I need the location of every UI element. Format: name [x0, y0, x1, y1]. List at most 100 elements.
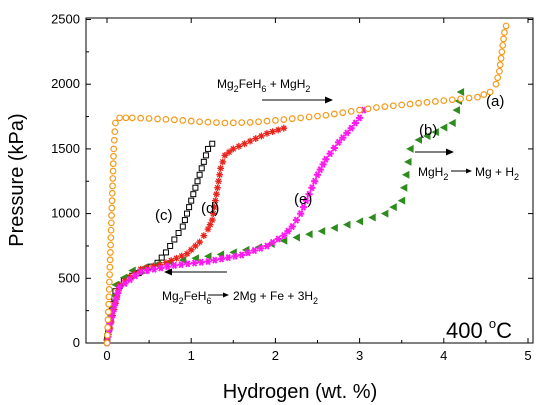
- data-point: [206, 221, 214, 228]
- data-point: [448, 96, 456, 104]
- data-point: [288, 115, 296, 123]
- data-point: [158, 254, 165, 261]
- data-point: [192, 184, 199, 191]
- data-point: [104, 324, 112, 331]
- data-point: [173, 254, 180, 262]
- top-formula: Mg2FeH6 + MgH2: [217, 77, 310, 94]
- curve-label-c: (c): [155, 207, 173, 224]
- data-point: [179, 223, 186, 230]
- data-point: [121, 277, 129, 285]
- data-point: [440, 97, 448, 104]
- data-point: [108, 204, 116, 212]
- data-point-core: [313, 179, 317, 183]
- curve-label-e: (e): [294, 191, 312, 208]
- data-point: [297, 114, 305, 122]
- data-point: [214, 184, 221, 192]
- data-point: [389, 203, 397, 212]
- data-point: [196, 171, 203, 178]
- data-point: [257, 132, 265, 140]
- right-arrow: [415, 148, 454, 156]
- data-point: [355, 217, 364, 226]
- data-point: [106, 278, 113, 286]
- data-point: [415, 99, 422, 107]
- data-point: [110, 145, 118, 153]
- data-point: [105, 285, 113, 293]
- data-point: [404, 157, 412, 166]
- x-tick-label: 1: [188, 348, 195, 363]
- data-point: [263, 117, 271, 125]
- data-point-core: [349, 126, 353, 130]
- data-point: [167, 257, 175, 264]
- data-point: [111, 128, 119, 136]
- data-point-core: [295, 218, 298, 222]
- data-point: [187, 117, 195, 125]
- data-point-core: [282, 234, 286, 237]
- data-point: [104, 308, 112, 316]
- data-point: [107, 219, 115, 227]
- data-point: [143, 264, 151, 272]
- data-point: [373, 104, 380, 111]
- data-point-core: [111, 309, 115, 313]
- data-point-core: [290, 225, 294, 228]
- data-point-core: [345, 131, 349, 135]
- data-point: [272, 117, 279, 124]
- right-formula-left: MgH2: [418, 165, 448, 182]
- data-point-core: [246, 251, 250, 255]
- data-point: [167, 242, 174, 249]
- data-point: [209, 140, 216, 147]
- data-point: [106, 256, 114, 264]
- data-point: [347, 107, 355, 115]
- data-point: [219, 158, 227, 166]
- data-point-core: [271, 241, 274, 244]
- data-point: [205, 145, 212, 152]
- y-tick-label: 2500: [51, 12, 80, 27]
- data-point: [190, 191, 197, 198]
- data-point: [280, 124, 288, 132]
- data-point: [497, 54, 505, 62]
- data-point-core: [166, 265, 170, 269]
- data-point: [196, 238, 204, 246]
- data-point: [178, 252, 186, 260]
- data-point: [194, 178, 201, 185]
- data-point: [225, 148, 233, 156]
- data-point: [368, 213, 376, 222]
- data-point: [104, 316, 112, 324]
- data-point: [116, 114, 124, 122]
- data-point-core: [332, 146, 336, 150]
- data-point-core: [362, 108, 366, 112]
- data-point: [108, 212, 115, 219]
- data-point-core: [220, 257, 223, 261]
- data-point-core: [146, 269, 149, 272]
- data-point: [235, 142, 243, 150]
- data-point-core: [358, 116, 361, 120]
- data-point-core: [233, 254, 237, 258]
- data-point-core: [123, 282, 127, 285]
- data-point-core: [286, 229, 290, 233]
- data-point: [105, 300, 113, 308]
- data-point: [229, 119, 237, 127]
- data-point: [263, 129, 271, 137]
- curve-label-d: (d): [201, 200, 219, 217]
- plot-frame: [85, 17, 534, 344]
- data-point: [317, 227, 326, 236]
- data-point: [330, 223, 338, 232]
- data-point: [109, 160, 117, 168]
- data-point: [495, 67, 503, 75]
- data-point-core: [302, 205, 305, 209]
- data-point-core: [116, 291, 120, 295]
- data-point: [401, 170, 410, 179]
- curve-label-a: (a): [486, 93, 504, 110]
- data-point: [200, 232, 208, 239]
- data-point: [448, 119, 456, 128]
- curve-label-b: (b): [419, 122, 437, 139]
- data-point: [107, 241, 115, 249]
- data-point: [423, 98, 431, 106]
- data-point: [431, 128, 439, 137]
- data-point: [292, 233, 300, 242]
- data-point: [241, 140, 248, 148]
- data-point-core: [108, 322, 112, 325]
- data-point: [103, 331, 111, 339]
- data-point: [452, 106, 460, 115]
- data-point-core: [152, 267, 156, 271]
